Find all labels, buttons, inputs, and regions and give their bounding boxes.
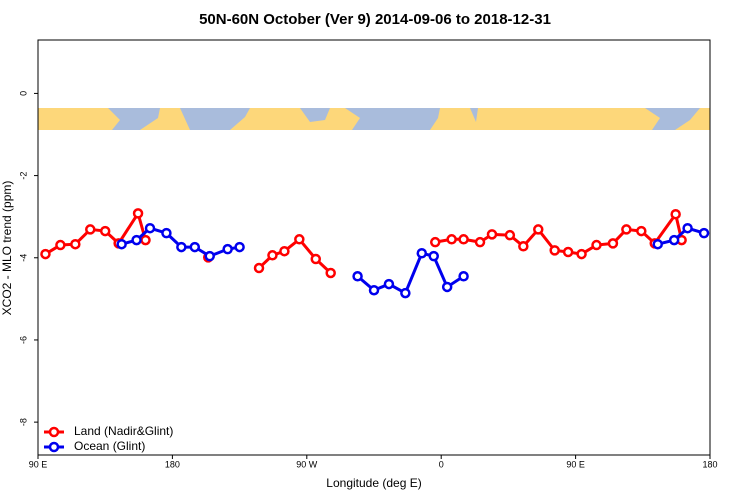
data-point: [621, 224, 632, 235]
data-point: [698, 227, 710, 239]
legend-label: Land (Nadir&Glint): [74, 424, 173, 438]
data-point: [131, 234, 142, 246]
data-point: [383, 278, 395, 290]
data-point: [533, 224, 544, 235]
data-point: [446, 234, 457, 245]
data-point: [310, 253, 322, 265]
data-point: [116, 238, 127, 250]
x-tick-label: 0: [439, 459, 444, 469]
data-point: [562, 246, 574, 258]
x-tick-label: 90 E: [29, 459, 48, 469]
x-tick-label: 90 W: [296, 459, 318, 469]
data-point: [325, 267, 336, 279]
data-point: [670, 208, 681, 220]
data-point: [652, 238, 663, 250]
data-point: [55, 239, 66, 251]
data-point: [441, 281, 453, 293]
data-point: [458, 271, 469, 282]
legend-label: Ocean (Glint): [74, 439, 145, 453]
data-point: [636, 225, 647, 237]
data-point: [368, 284, 380, 296]
data-point: [222, 243, 233, 255]
y-axis-label: XCO2 - MLO trend (ppm): [0, 181, 14, 316]
data-point: [458, 234, 469, 245]
x-tick-label: 180: [165, 459, 180, 469]
series-line: [44, 209, 684, 275]
data-point: [682, 222, 693, 234]
data-point: [234, 241, 245, 253]
data-point: [161, 227, 172, 239]
data-point: [416, 248, 428, 259]
legend-marker: [48, 441, 60, 453]
data-point: [474, 236, 486, 248]
data-point: [518, 241, 529, 252]
data-point: [253, 262, 265, 274]
data-point: [428, 250, 439, 262]
data-point: [576, 248, 587, 260]
chart-title: 50N-60N October (Ver 9) 2014-09-06 to 20…: [199, 11, 551, 28]
data-point: [400, 287, 411, 299]
data-point: [140, 234, 151, 246]
y-tick-label: -8: [18, 418, 28, 426]
data-point: [204, 250, 215, 262]
legend-marker: [48, 426, 60, 438]
data-point: [279, 245, 290, 257]
data-point: [40, 248, 51, 260]
data-point: [352, 271, 363, 282]
x-tick-label: 90 E: [566, 459, 585, 469]
data-point: [99, 225, 111, 237]
y-tick-label: 0: [18, 91, 28, 96]
data-point: [132, 208, 144, 219]
data-point: [85, 224, 96, 235]
data-point: [176, 241, 187, 253]
y-tick-label: -2: [18, 172, 28, 180]
data-point: [144, 222, 156, 234]
x-tick-label: 180: [702, 459, 717, 469]
data-point: [429, 236, 441, 248]
x-axis-label: Longitude (deg E): [326, 476, 421, 490]
y-tick-label: -6: [18, 336, 28, 344]
map-band: [38, 108, 710, 130]
data-point: [486, 229, 498, 240]
plot-frame: [37, 39, 711, 456]
data-point: [189, 241, 201, 253]
data-point: [294, 234, 305, 245]
y-tick-label: -4: [18, 254, 28, 262]
data-point: [504, 229, 516, 241]
data-point: [668, 234, 680, 246]
data-point: [549, 245, 560, 256]
data-point: [591, 239, 602, 251]
data-point: [70, 238, 81, 250]
data-point: [267, 250, 278, 261]
data-point: [607, 238, 619, 249]
